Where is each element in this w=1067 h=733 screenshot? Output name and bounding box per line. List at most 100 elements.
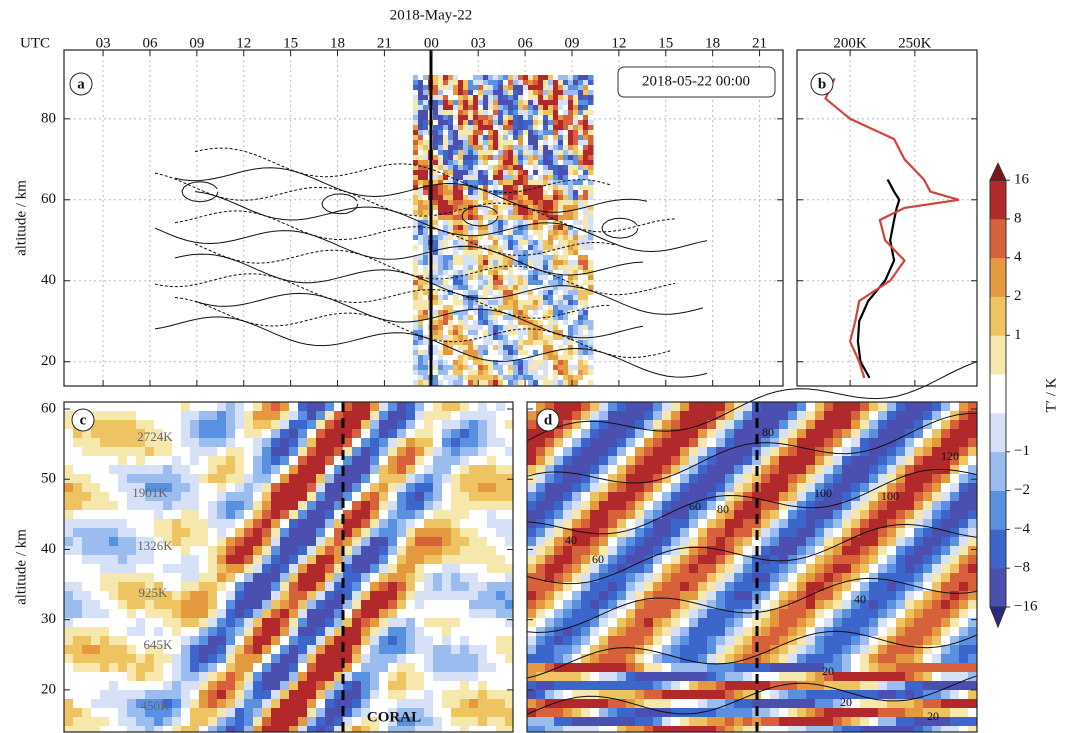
field-cell bbox=[503, 170, 509, 176]
field-cell bbox=[518, 85, 524, 91]
field-cell bbox=[468, 110, 474, 116]
field-cell bbox=[573, 90, 579, 96]
field-cell bbox=[588, 210, 594, 216]
field-cell bbox=[415, 555, 425, 565]
field-cell bbox=[235, 573, 245, 583]
field-cell bbox=[145, 519, 155, 529]
field-cell bbox=[488, 290, 494, 296]
field-cell bbox=[91, 663, 101, 673]
field-cell bbox=[443, 220, 449, 226]
field-cell bbox=[493, 370, 499, 376]
field-cell bbox=[533, 225, 539, 231]
field-cell bbox=[271, 600, 281, 610]
field-cell bbox=[438, 275, 444, 281]
field-cell bbox=[528, 300, 534, 306]
field-cell bbox=[581, 600, 591, 610]
field-cell bbox=[190, 456, 200, 466]
field-cell bbox=[433, 205, 439, 211]
field-cell bbox=[316, 501, 326, 511]
field-cell bbox=[438, 320, 444, 326]
field-cell bbox=[458, 240, 464, 246]
field-cell bbox=[118, 672, 128, 682]
field-cell bbox=[536, 510, 546, 520]
field-cell bbox=[289, 564, 299, 574]
field-cell bbox=[352, 456, 362, 466]
field-cell bbox=[172, 474, 182, 484]
field-cell bbox=[244, 465, 254, 475]
field-cell bbox=[271, 672, 281, 682]
field-cell bbox=[487, 582, 497, 592]
field-cell bbox=[478, 345, 484, 351]
field-cell bbox=[518, 100, 524, 106]
field-cell bbox=[662, 681, 672, 691]
field-cell bbox=[253, 474, 263, 484]
field-cell bbox=[513, 370, 519, 376]
field-cell bbox=[468, 105, 474, 111]
field-cell bbox=[280, 528, 290, 538]
field-cell bbox=[406, 600, 416, 610]
field-cell bbox=[438, 180, 444, 186]
field-cell bbox=[453, 335, 459, 341]
field-cell bbox=[370, 402, 380, 412]
field-cell bbox=[316, 465, 326, 475]
field-cell bbox=[554, 690, 564, 700]
field-cell bbox=[352, 420, 362, 430]
field-cell bbox=[424, 690, 434, 700]
field-cell bbox=[505, 492, 514, 502]
field-cell bbox=[418, 130, 424, 136]
field-cell bbox=[145, 609, 155, 619]
field-cell bbox=[298, 519, 308, 529]
field-cell bbox=[662, 672, 672, 682]
field-cell bbox=[543, 170, 549, 176]
field-cell bbox=[136, 555, 146, 565]
field-cell bbox=[154, 456, 164, 466]
field-cell bbox=[379, 699, 389, 709]
field-cell bbox=[578, 75, 584, 81]
field-cell bbox=[578, 330, 584, 336]
field-cell bbox=[488, 300, 494, 306]
field-cell bbox=[73, 663, 83, 673]
field-cell bbox=[118, 474, 128, 484]
field-cell bbox=[463, 325, 469, 331]
field-cell bbox=[548, 175, 554, 181]
field-cell bbox=[653, 591, 663, 601]
field-cell bbox=[433, 690, 443, 700]
field-cell bbox=[413, 100, 419, 106]
field-cell bbox=[468, 90, 474, 96]
field-cell bbox=[548, 325, 554, 331]
field-cell bbox=[418, 270, 424, 276]
field-cell bbox=[406, 537, 416, 547]
field-cell bbox=[528, 150, 534, 156]
field-cell bbox=[469, 699, 479, 709]
field-cell bbox=[487, 411, 497, 421]
field-cell bbox=[73, 528, 83, 538]
field-cell bbox=[307, 483, 317, 493]
field-cell bbox=[443, 135, 449, 141]
field-cell bbox=[468, 120, 474, 126]
field-cell bbox=[370, 600, 380, 610]
field-cell bbox=[433, 447, 443, 457]
field-cell bbox=[458, 300, 464, 306]
field-cell bbox=[518, 245, 524, 251]
field-cell bbox=[451, 609, 461, 619]
field-cell bbox=[352, 636, 362, 646]
field-cell bbox=[460, 465, 470, 475]
field-cell bbox=[608, 420, 618, 430]
field-cell bbox=[413, 270, 419, 276]
field-cell bbox=[415, 420, 425, 430]
field-cell bbox=[536, 447, 546, 457]
field-cell bbox=[527, 699, 537, 709]
field-cell bbox=[217, 555, 227, 565]
field-cell bbox=[423, 290, 429, 296]
field-cell bbox=[478, 447, 488, 457]
field-cell bbox=[298, 645, 308, 655]
field-cell bbox=[100, 618, 110, 628]
field-cell bbox=[460, 690, 470, 700]
field-cell bbox=[558, 380, 564, 386]
field-cell bbox=[572, 456, 582, 466]
field-cell bbox=[488, 355, 494, 361]
field-cell bbox=[415, 429, 425, 439]
field-cell bbox=[498, 320, 504, 326]
field-cell bbox=[82, 708, 92, 718]
field-cell bbox=[289, 699, 299, 709]
